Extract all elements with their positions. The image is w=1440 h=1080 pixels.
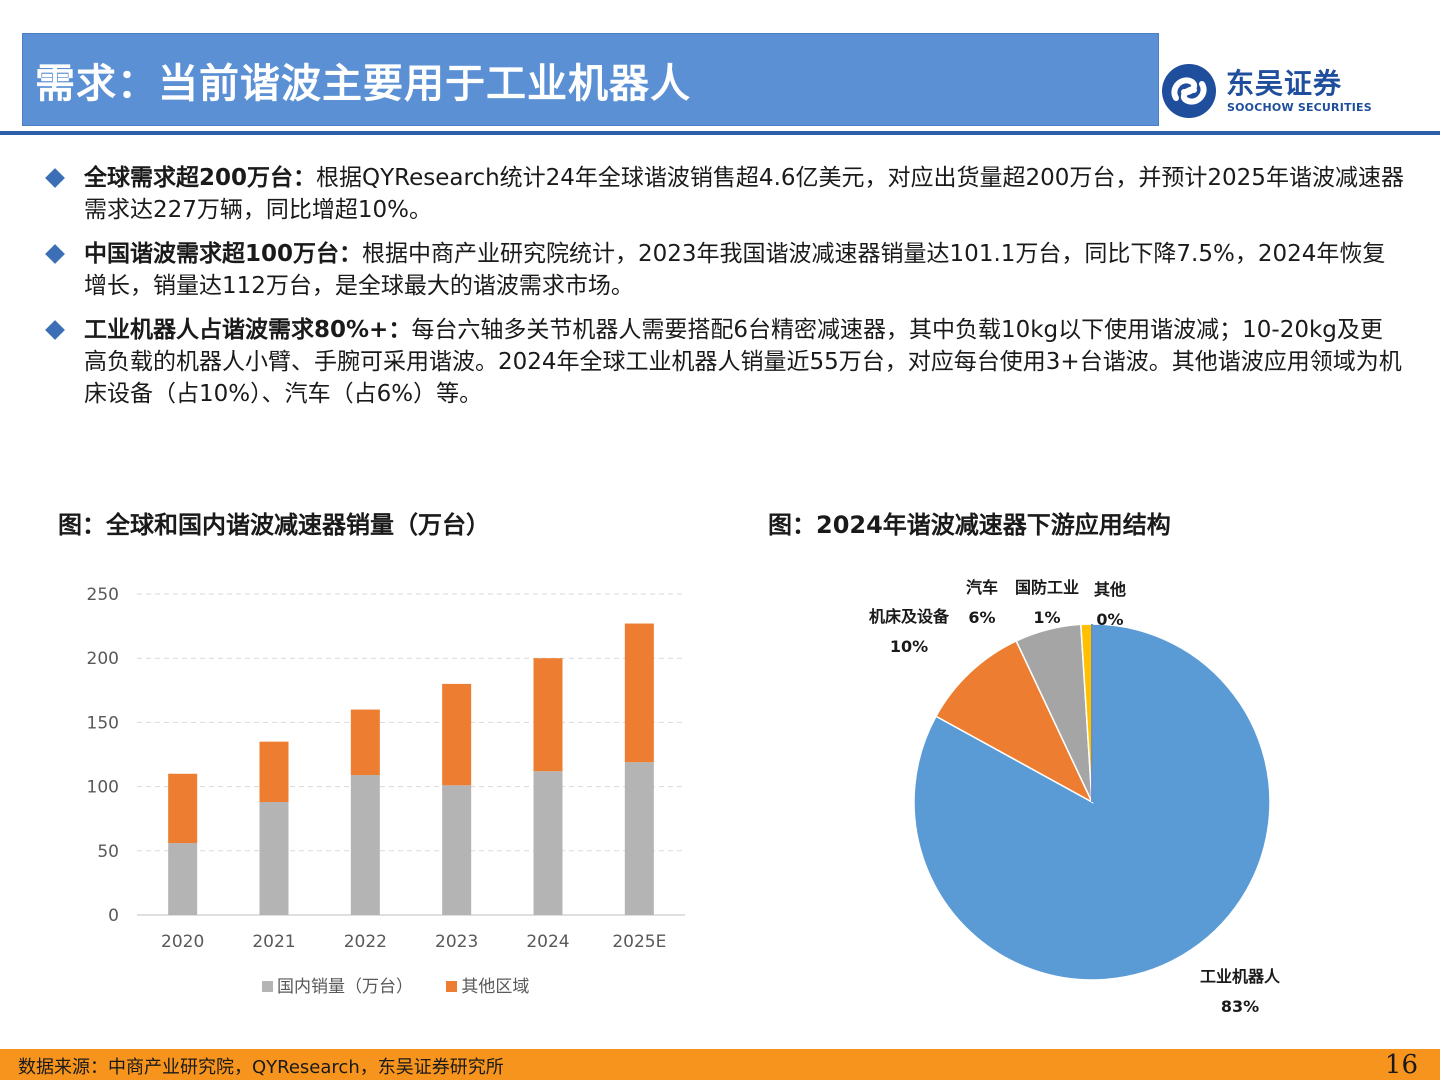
legend-label: 其他区域 xyxy=(461,977,530,997)
legend-item-other: 其他区域 xyxy=(446,972,529,997)
pie-chart: 工业机器人 83% 机床及设备 10% 汽车 6% 国防工业 1% 其他 0% xyxy=(869,578,1281,1016)
y-tick-label: 200 xyxy=(87,649,119,669)
bar-domestic xyxy=(442,785,472,915)
pie-label-name: 国防工业 xyxy=(1015,578,1079,597)
y-tick-label: 50 xyxy=(97,842,119,862)
x-tick-label: 2025E xyxy=(612,932,666,952)
pie-chart-title: 图：2024年谐波减速器下游应用结构 xyxy=(768,511,1171,539)
pie-label-name: 工业机器人 xyxy=(1200,967,1281,986)
legend-swatch xyxy=(446,981,458,992)
header-rule xyxy=(0,131,1440,135)
bar-other-region xyxy=(259,741,289,803)
y-tick-label: 0 xyxy=(108,906,119,926)
bar-legend: 国内销量（万台） 其他区域 xyxy=(262,972,557,997)
bullet-item: 工业机器人占谐波需求80%+：每台六轴多关节机器人需要搭配6台精密减速器，其中负… xyxy=(44,314,1404,410)
logo-cn-text: 东吴证券 xyxy=(1226,67,1343,100)
source-note: 数据来源：中商产业研究院，QYResearch，东吴证券研究所 xyxy=(18,1057,504,1078)
legend-swatch xyxy=(262,981,273,992)
bar-other-region xyxy=(533,658,563,772)
company-logo: 东吴证券 SOOCHOW SECURITIES xyxy=(1160,60,1420,122)
pie-slice xyxy=(913,623,1271,981)
pie-label-percent: 10% xyxy=(890,637,928,656)
bar-other-region xyxy=(350,709,380,776)
pie-label-percent: 1% xyxy=(1033,608,1060,627)
x-tick-label: 2023 xyxy=(435,932,478,952)
bullet-lead: 工业机器人占谐波需求80%+： xyxy=(84,317,412,343)
pie-label-percent: 6% xyxy=(968,608,995,627)
bar-domestic xyxy=(533,771,563,915)
x-tick-label: 2022 xyxy=(344,932,387,952)
diamond-bullet-icon xyxy=(45,320,65,340)
bar-domestic xyxy=(624,762,654,915)
bar-chart-title: 图：全球和国内谐波减速器销量（万台） xyxy=(58,511,490,539)
x-tick-label: 2020 xyxy=(161,932,204,952)
pie-label-percent: 0% xyxy=(1096,610,1123,629)
pie-label-name: 其他 xyxy=(1094,580,1126,599)
logo-en-text: SOOCHOW SECURITIES xyxy=(1227,101,1372,114)
bullet-text: 每台六轴多关节机器人需要搭配6台精密减速器，其中负载10kg以下使用谐波减；10… xyxy=(84,317,1402,407)
bullet-text: 根据中商产业研究院统计，2023年我国谐波减速器销量达101.1万台，同比下降7… xyxy=(84,241,1386,299)
footer-bar: 数据来源：中商产业研究院，QYResearch，东吴证券研究所 16 xyxy=(0,1049,1440,1080)
page-title: 需求：当前谐波主要用于工业机器人 xyxy=(35,60,691,107)
bullet-item: 全球需求超200万台：根据QYResearch统计24年全球谐波销售超4.6亿美… xyxy=(44,162,1404,226)
diamond-bullet-icon xyxy=(45,244,65,264)
bullet-text: 根据QYResearch统计24年全球谐波销售超4.6亿美元，对应出货量超200… xyxy=(84,165,1404,223)
bullet-list: 全球需求超200万台：根据QYResearch统计24年全球谐波销售超4.6亿美… xyxy=(44,162,1404,422)
title-bar: 需求：当前谐波主要用于工业机器人 xyxy=(22,33,1159,126)
bar-chart: 0 50 100 150 200 250 2020 2021 2022 2023 2024 2025E xyxy=(87,585,685,952)
y-tick-label: 250 xyxy=(87,585,119,605)
bullet-lead: 中国谐波需求超100万台： xyxy=(84,241,363,267)
bar-other-region xyxy=(442,683,472,786)
pie-label-percent: 83% xyxy=(1221,997,1259,1016)
diamond-bullet-icon xyxy=(45,168,65,188)
y-tick-label: 100 xyxy=(87,778,119,798)
page-number: 16 xyxy=(1384,1050,1418,1080)
pie-label-name: 汽车 xyxy=(966,578,998,597)
soochow-logo-icon xyxy=(1162,64,1216,118)
y-tick-label: 150 xyxy=(87,713,119,733)
legend-label: 国内销量（万台） xyxy=(277,977,413,997)
bar-other-region xyxy=(624,623,654,763)
bullet-item: 中国谐波需求超100万台：根据中商产业研究院统计，2023年我国谐波减速器销量达… xyxy=(44,238,1404,302)
pie-label-name: 机床及设备 xyxy=(869,607,950,626)
bar-domestic xyxy=(168,843,198,915)
x-tick-label: 2021 xyxy=(252,932,295,952)
legend-item-domestic: 国内销量（万台） xyxy=(262,972,413,997)
pie-slice xyxy=(934,639,1094,804)
bar-other-region xyxy=(168,773,198,844)
bar-domestic xyxy=(259,802,289,915)
x-tick-label: 2024 xyxy=(526,932,569,952)
bar-domestic xyxy=(350,775,380,915)
bullet-lead: 全球需求超200万台： xyxy=(84,165,317,191)
